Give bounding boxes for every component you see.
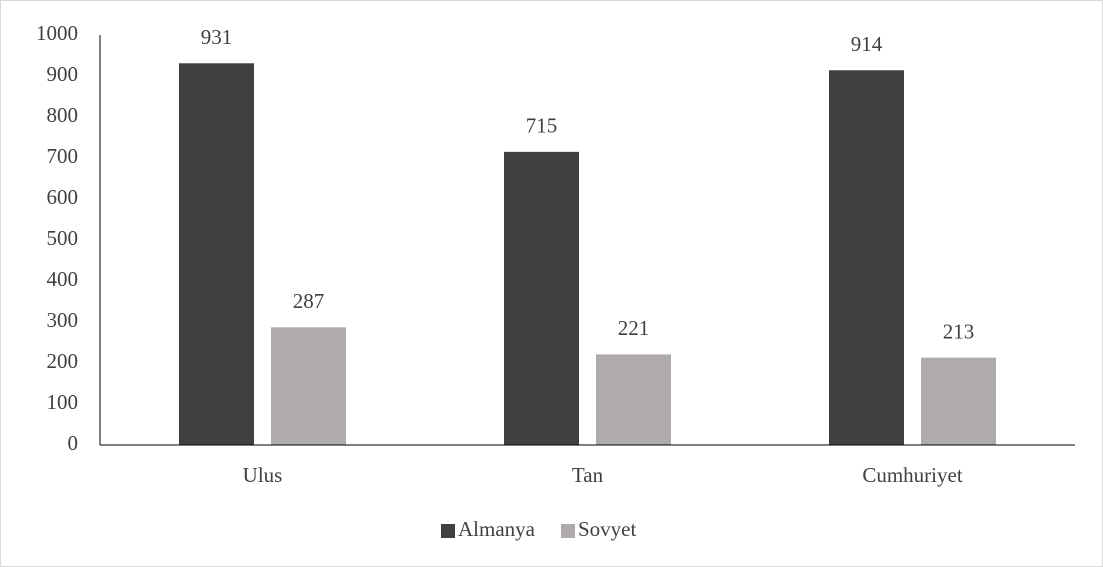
y-tick-label: 800 xyxy=(47,103,79,127)
legend-label: Almanya xyxy=(458,517,536,541)
x-tick-label: Tan xyxy=(572,463,604,487)
y-tick-label: 400 xyxy=(47,267,79,291)
legend-swatch xyxy=(561,524,575,538)
x-tick-label: Cumhuriyet xyxy=(862,463,962,487)
data-label: 287 xyxy=(293,289,325,313)
y-tick-label: 900 xyxy=(47,62,79,86)
data-label: 931 xyxy=(201,25,233,49)
y-tick-label: 100 xyxy=(47,390,79,414)
legend-label: Sovyet xyxy=(578,517,637,541)
bar xyxy=(504,151,579,445)
data-label: 914 xyxy=(851,32,883,56)
y-tick-label: 0 xyxy=(68,431,79,455)
bar xyxy=(271,327,346,445)
y-tick-label: 500 xyxy=(47,226,79,250)
bar xyxy=(179,63,254,445)
data-label: 221 xyxy=(618,316,650,340)
x-tick-label: Ulus xyxy=(243,463,283,487)
y-tick-label: 1000 xyxy=(36,21,78,45)
legend-swatch xyxy=(441,524,455,538)
bar xyxy=(596,354,671,445)
data-label: 213 xyxy=(943,319,975,343)
y-tick-label: 200 xyxy=(47,349,79,373)
y-tick-label: 300 xyxy=(47,308,79,332)
data-label: 715 xyxy=(526,114,558,138)
y-tick-label: 600 xyxy=(47,185,79,209)
bar xyxy=(829,70,904,445)
bar xyxy=(921,357,996,445)
y-tick-label: 700 xyxy=(47,144,79,168)
